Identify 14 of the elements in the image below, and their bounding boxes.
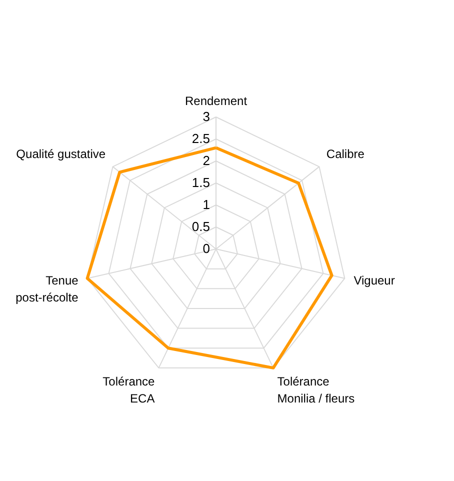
spoke-label: Vigueur	[354, 273, 395, 288]
spoke-label: Tolérance Monilia / fleurs	[277, 374, 355, 406]
y-tick-label: 3	[202, 109, 210, 124]
spoke-label: Calibre	[326, 146, 365, 161]
y-tick-label: 1	[202, 197, 210, 212]
y-tick-label: 0	[202, 241, 210, 256]
y-tick-label: 2	[202, 153, 210, 168]
spoke-label: Rendement	[184, 94, 248, 108]
spoke-label: Qualité gustative	[16, 146, 106, 161]
y-tick-label: 1.5	[192, 175, 210, 190]
spoke-label: Tenue post-récolte	[16, 273, 79, 304]
y-tick-label: 0.5	[192, 219, 210, 234]
spoke-label: Tolérance ECA	[102, 374, 156, 406]
y-tick-label: 2.5	[192, 131, 210, 146]
